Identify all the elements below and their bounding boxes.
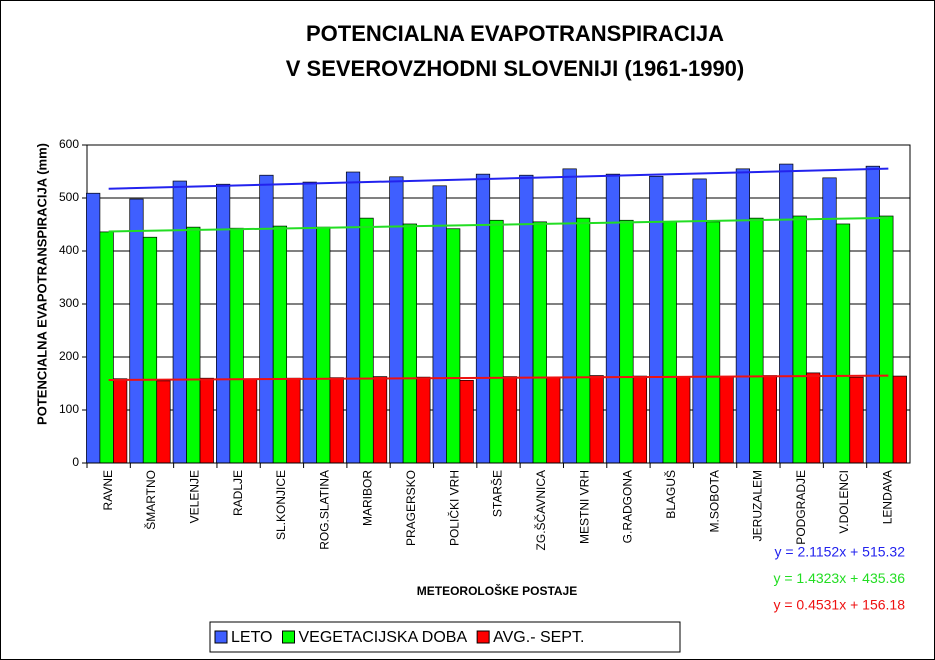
bar bbox=[705, 221, 721, 464]
y-tick-label: 100 bbox=[59, 402, 79, 416]
bar bbox=[329, 377, 344, 464]
x-tick-label: MARIBOR bbox=[361, 470, 375, 526]
bar bbox=[835, 223, 851, 464]
bar bbox=[186, 226, 201, 464]
bar bbox=[316, 226, 331, 464]
x-tick-label: STARŠE bbox=[490, 470, 505, 517]
x-tick-label: POLIČKI VRH bbox=[446, 470, 461, 546]
bar bbox=[459, 379, 474, 464]
bar bbox=[302, 181, 317, 464]
x-tick-label: ŠMARTNO bbox=[143, 470, 158, 530]
bar bbox=[865, 165, 880, 464]
legend-swatch bbox=[282, 630, 295, 644]
bar bbox=[822, 177, 837, 464]
chart-title: POTENCIALNA EVAPOTRANSPIRACIJA bbox=[306, 21, 724, 46]
bar bbox=[576, 217, 591, 464]
bar bbox=[849, 376, 864, 464]
trendline bbox=[108, 216, 889, 233]
bar bbox=[402, 223, 417, 464]
bar bbox=[489, 219, 504, 464]
bar bbox=[432, 185, 447, 464]
x-tick-label: M.SOBOTA bbox=[707, 470, 721, 532]
trendline bbox=[108, 167, 889, 190]
bar bbox=[372, 376, 388, 464]
bar bbox=[779, 163, 794, 464]
bar bbox=[719, 376, 734, 464]
bar bbox=[806, 372, 821, 464]
bar bbox=[735, 168, 750, 464]
trendline-equation: y = 0.4531x + 156.18 bbox=[773, 597, 905, 613]
legend-swatch bbox=[214, 630, 228, 644]
x-tick-label: JERUZALEM bbox=[751, 470, 765, 541]
bar bbox=[199, 377, 214, 464]
bar bbox=[416, 376, 431, 464]
x-tick-label: ROG.SLATINA bbox=[317, 470, 331, 550]
y-axis-label: POTENCIALNA EVAPOTRANSPIRACIJA (mm) bbox=[34, 143, 49, 425]
x-tick-label: VELENJE bbox=[187, 470, 201, 523]
bar bbox=[532, 221, 547, 464]
chart-title: V SEVEROVZHODNI SLOVENIJI (1961-1990) bbox=[286, 56, 745, 81]
bar bbox=[662, 221, 677, 464]
y-tick-label: 500 bbox=[59, 190, 79, 204]
x-tick-label: V.DOLENCI bbox=[837, 470, 851, 534]
legend-label: AVG.- SEPT. bbox=[493, 629, 584, 646]
bar bbox=[86, 192, 101, 464]
x-tick-label: SL.KONJICE bbox=[274, 470, 288, 540]
bar bbox=[99, 231, 114, 464]
legend-label: VEGETACIJSKA DOBA bbox=[299, 629, 468, 646]
bar bbox=[156, 380, 171, 464]
bar bbox=[475, 173, 491, 464]
bar bbox=[259, 174, 274, 464]
bar bbox=[792, 215, 807, 464]
bar bbox=[546, 376, 561, 464]
legend-label: LETO bbox=[231, 629, 273, 646]
y-tick-label: 400 bbox=[59, 243, 79, 257]
x-tick-label: G.RADGONA bbox=[621, 470, 635, 543]
y-tick-label: 0 bbox=[72, 455, 79, 469]
bar bbox=[892, 375, 907, 464]
bar bbox=[142, 236, 158, 464]
y-tick-label: 600 bbox=[59, 137, 79, 151]
bar bbox=[502, 376, 518, 464]
x-tick-label: PRAGERSKO bbox=[404, 470, 418, 546]
bar bbox=[879, 215, 894, 464]
bar bbox=[172, 180, 187, 464]
bar bbox=[243, 378, 258, 464]
legend-swatch bbox=[476, 630, 490, 644]
bar bbox=[359, 217, 374, 464]
y-tick-label: 200 bbox=[59, 349, 79, 363]
x-tick-label: LENDAVA bbox=[881, 470, 895, 524]
bar bbox=[519, 174, 534, 464]
bar bbox=[762, 375, 777, 464]
x-axis-label: METEOROLOŠKE POSTAJE bbox=[417, 583, 577, 598]
bar bbox=[113, 378, 128, 464]
bar bbox=[605, 173, 621, 464]
bar bbox=[229, 227, 244, 464]
bar bbox=[129, 198, 144, 464]
bar bbox=[216, 183, 231, 464]
x-tick-label: BLAGUŠ bbox=[663, 470, 678, 519]
trendline-equation: y = 2.1152x + 515.32 bbox=[774, 544, 905, 560]
x-tick-label: PODGRADJE bbox=[794, 470, 808, 545]
bar bbox=[562, 168, 577, 464]
bar bbox=[272, 225, 288, 464]
bar bbox=[619, 219, 634, 464]
bar bbox=[676, 376, 691, 464]
bar bbox=[446, 228, 461, 464]
x-tick-label: RAVNE bbox=[101, 470, 115, 510]
bar bbox=[389, 176, 404, 464]
bar bbox=[345, 171, 361, 464]
bar bbox=[286, 377, 301, 464]
bar bbox=[649, 175, 664, 464]
y-tick-label: 300 bbox=[59, 296, 79, 310]
bar bbox=[589, 375, 604, 464]
bar bbox=[632, 375, 648, 464]
trendline bbox=[108, 374, 889, 381]
bar bbox=[749, 217, 764, 464]
x-tick-label: ZG.ŠČAVNICA bbox=[533, 470, 548, 550]
x-tick-label: MESTNI VRH bbox=[577, 470, 591, 544]
trendline-equation: y = 1.4323x + 435.36 bbox=[773, 570, 905, 586]
x-tick-label: RADLJE bbox=[231, 470, 245, 516]
